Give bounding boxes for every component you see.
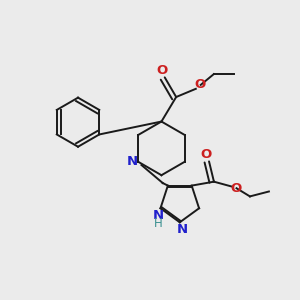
Text: N: N [127, 155, 138, 168]
Text: N: N [177, 223, 188, 236]
Text: O: O [201, 148, 212, 161]
Text: N: N [152, 209, 164, 222]
Text: O: O [194, 78, 206, 92]
Text: O: O [157, 64, 168, 77]
Text: O: O [230, 182, 242, 195]
Text: H: H [154, 218, 162, 230]
